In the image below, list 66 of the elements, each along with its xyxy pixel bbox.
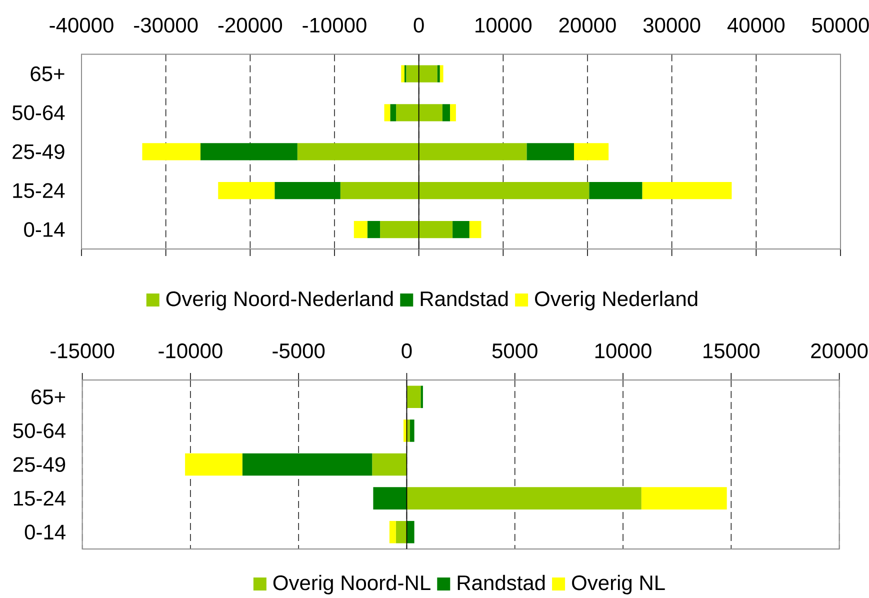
bar [469,220,482,238]
bar [450,104,456,122]
y-tick-label: 15-24 [13,183,65,198]
x-tick-label: -15000 [50,343,114,358]
x-tick-label: 10000 [476,18,532,33]
bar [384,104,390,122]
bar [372,453,407,476]
bar [218,182,275,200]
x-tick-label: 40000 [727,18,785,33]
x-tick-label: 30000 [643,18,700,33]
x-tick-label: 20000 [811,343,868,358]
bar [406,386,421,408]
bar [200,143,298,160]
x-tick-label: 5000 [492,343,538,358]
bar [354,220,368,238]
legend-label: Overig NL [572,574,665,594]
bar [406,420,410,442]
bar [396,520,407,544]
y-tick-label: 0-14 [24,222,65,237]
bar [403,420,407,442]
y-tick-label: 25-49 [12,144,64,160]
bar [401,65,404,82]
x-tick-label: -20000 [218,18,282,33]
x-tick-label: 20000 [559,18,616,33]
bar [142,143,200,160]
legend-label: Overig Noord-NL [273,574,430,594]
x-tick-label: 0 [402,343,412,358]
bar [589,182,642,200]
bar [406,520,414,544]
bar [642,182,732,200]
y-tick-label: 50-64 [12,105,65,120]
bar [274,182,340,200]
bar [373,487,407,510]
x-tick-label: 15000 [704,343,760,358]
y-tick-label: 25-49 [13,457,66,472]
bar [452,220,470,238]
x-tick-label: -10000 [158,343,222,358]
y-tick-label: 50-64 [13,423,66,438]
bar [641,487,727,510]
x-tick-label: -10000 [302,18,366,33]
legend-label: Overig Nederland [535,290,698,310]
x-tick-label: 0 [414,18,424,33]
x-tick-label: -30000 [134,18,198,33]
x-tick-label: -5000 [272,343,325,358]
legend-label: Randstad [458,574,545,590]
bar [242,453,372,476]
y-tick-label: 15-24 [14,490,66,506]
x-tick-label: 50000 [812,18,869,33]
x-tick-label: -40000 [50,18,114,33]
y-tick-label: 0-14 [24,524,66,540]
x-tick-label: 10000 [595,343,652,358]
legend-label: Randstad [420,290,508,306]
bar [526,143,574,160]
bar [410,420,414,442]
bar [442,104,450,122]
bar [574,143,609,160]
bar [406,487,642,510]
legend-label: Overig Noord-Nederland [166,290,393,310]
y-tick-label: 65+ [30,66,64,82]
bar [440,65,444,82]
bar [390,104,396,122]
bar [389,520,396,544]
bar [367,220,380,238]
bar [185,453,242,476]
y-tick-label: 65+ [32,389,66,404]
bar [437,65,440,82]
